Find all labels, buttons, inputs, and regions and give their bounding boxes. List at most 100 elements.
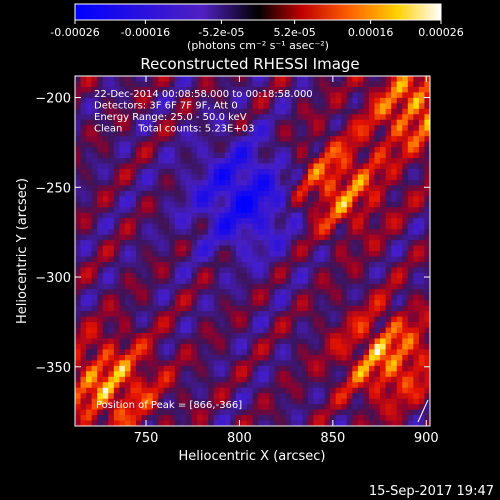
heatmap-cell <box>418 179 425 186</box>
heatmap-cell <box>163 108 170 115</box>
heatmap-cell <box>380 207 387 214</box>
heatmap-cell <box>313 147 320 153</box>
heatmap-cell <box>147 97 154 104</box>
heatmap-cell <box>208 185 215 192</box>
heatmap-cell <box>86 327 93 334</box>
heatmap-cell <box>124 147 131 153</box>
heatmap-cell <box>197 196 203 203</box>
heatmap-cell <box>152 349 159 356</box>
heatmap-cell <box>363 398 370 405</box>
heatmap-cell <box>75 179 81 186</box>
heatmap-cell <box>163 365 170 372</box>
heatmap-cell <box>169 349 176 356</box>
heatmap-cell <box>252 125 259 132</box>
heatmap-cell <box>191 81 198 88</box>
heatmap-cell <box>80 283 87 290</box>
heatmap-cell <box>335 245 342 252</box>
heatmap-cell <box>280 81 287 88</box>
heatmap-cell <box>113 294 120 301</box>
heatmap-cell <box>307 251 314 257</box>
heatmap-cell <box>313 130 320 137</box>
heatmap-cell <box>230 371 237 378</box>
heatmap-cell <box>263 278 270 285</box>
heatmap-cell <box>152 305 159 312</box>
heatmap-cell <box>346 141 353 148</box>
heatmap-cell <box>86 404 93 410</box>
heatmap-cell <box>380 119 387 126</box>
heatmap-cell <box>241 240 248 246</box>
heatmap-cell <box>269 256 276 263</box>
heatmap-cell <box>313 136 320 143</box>
heatmap-cell <box>285 92 292 99</box>
heatmap-cell <box>202 333 209 339</box>
heatmap-cell <box>174 409 181 416</box>
heatmap-cell <box>235 294 242 301</box>
heatmap-cell <box>269 354 276 361</box>
heatmap-cell <box>97 212 104 219</box>
heatmap-cell <box>152 136 159 143</box>
heatmap-cell <box>86 393 93 400</box>
heatmap-cell <box>230 338 237 345</box>
heatmap-cell <box>324 289 331 296</box>
heatmap-cell <box>152 168 159 175</box>
heatmap-cell <box>346 278 353 285</box>
heatmap-cell <box>169 261 176 268</box>
heatmap-cell <box>152 229 159 235</box>
heatmap-cell <box>330 387 337 394</box>
heatmap-cell <box>102 393 109 400</box>
heatmap-cell <box>368 382 375 389</box>
heatmap-cell <box>224 322 231 328</box>
heatmap-cell <box>224 108 231 115</box>
heatmap-cell <box>352 272 359 279</box>
heatmap-cell <box>258 158 264 164</box>
heatmap-cell <box>418 354 425 361</box>
heatmap-cell <box>158 234 165 241</box>
heatmap-cell <box>169 76 176 82</box>
heatmap-cell <box>307 108 314 115</box>
heatmap-cell <box>185 251 192 257</box>
heatmap-cell <box>152 393 159 400</box>
heatmap-cell <box>219 316 226 323</box>
heatmap-cell <box>108 398 115 405</box>
heatmap-cell <box>208 365 215 372</box>
plot-frame <box>74 75 431 427</box>
heatmap-cell <box>302 294 309 301</box>
heatmap-cell <box>152 234 159 241</box>
heatmap-cell <box>313 86 320 93</box>
heatmap-cell <box>385 179 392 186</box>
heatmap-cell <box>330 190 337 197</box>
heatmap-cell <box>158 256 165 263</box>
heatmap-cell <box>91 420 98 427</box>
heatmap-cell <box>174 147 181 153</box>
heatmap-cell <box>224 234 231 241</box>
heatmap-cell <box>136 289 142 296</box>
heatmap-cell <box>246 229 253 235</box>
heatmap-cell <box>97 398 104 405</box>
heatmap-cell <box>368 240 375 246</box>
heatmap-cell <box>319 322 326 328</box>
heatmap-cell <box>296 207 303 214</box>
heatmap-cell <box>185 125 192 132</box>
heatmap-cell <box>80 415 87 421</box>
heatmap-cell <box>291 316 298 323</box>
heatmap-cell <box>357 420 364 427</box>
heatmap-cell <box>86 245 93 252</box>
heatmap-cell <box>169 212 176 219</box>
heatmap-cell <box>224 158 231 164</box>
heatmap-cell <box>197 152 203 159</box>
heatmap-cell <box>108 114 115 121</box>
heatmap-cell <box>163 152 170 159</box>
heatmap-cell <box>235 382 242 389</box>
heatmap-cell <box>424 207 431 214</box>
heatmap-cell <box>136 229 142 235</box>
heatmap-cell <box>219 360 226 367</box>
heatmap-cell <box>391 311 398 318</box>
heatmap-cell <box>357 294 364 301</box>
heatmap-cell <box>136 267 142 274</box>
heatmap-cell <box>385 168 392 175</box>
heatmap-cell <box>424 365 431 372</box>
heatmap-cell <box>102 300 109 307</box>
heatmap-cell <box>413 103 420 110</box>
heatmap-cell <box>413 223 420 230</box>
heatmap-cell <box>307 130 314 137</box>
